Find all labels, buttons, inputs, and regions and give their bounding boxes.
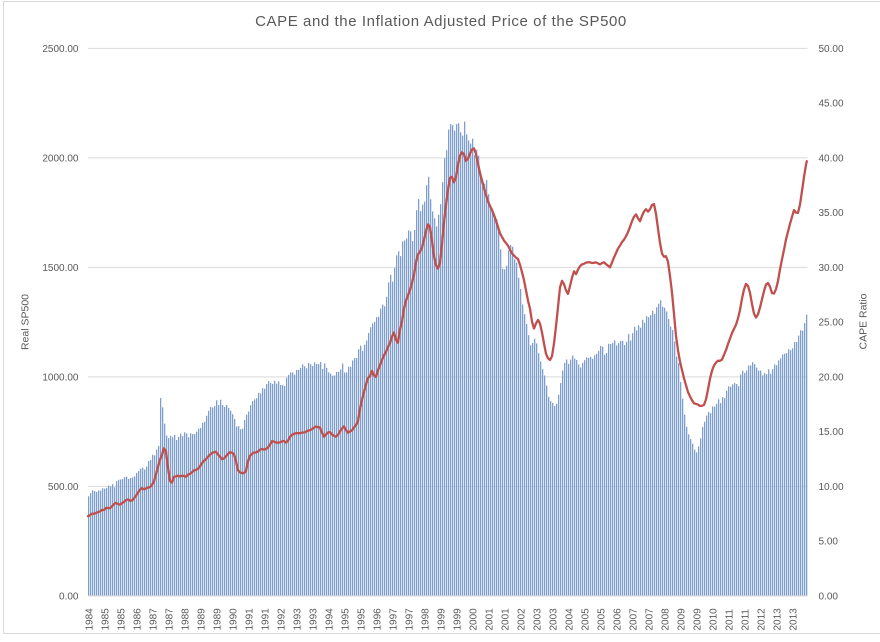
svg-text:45.00: 45.00 [819, 99, 844, 110]
svg-text:2500.00: 2500.00 [42, 44, 79, 55]
svg-text:30.00: 30.00 [819, 263, 844, 274]
svg-text:2003: 2003 [533, 608, 544, 631]
svg-text:CAPE and the Inflation Adjuste: CAPE and the Inflation Adjusted Price of… [255, 13, 627, 30]
svg-text:1984: 1984 [85, 608, 96, 631]
svg-text:1000.00: 1000.00 [42, 372, 79, 383]
svg-text:CAPE Ratio: CAPE Ratio [858, 293, 870, 349]
svg-text:1997: 1997 [405, 608, 416, 631]
svg-text:Real SP500: Real SP500 [20, 294, 32, 350]
svg-text:2000.00: 2000.00 [42, 153, 79, 164]
svg-text:25.00: 25.00 [819, 318, 844, 329]
svg-text:1987: 1987 [149, 608, 160, 631]
svg-text:1500.00: 1500.00 [42, 263, 79, 274]
svg-text:1999: 1999 [437, 608, 448, 631]
svg-text:50.00: 50.00 [819, 44, 844, 55]
svg-text:2007: 2007 [629, 608, 640, 631]
svg-text:1987: 1987 [165, 608, 176, 631]
svg-text:1995: 1995 [357, 608, 368, 631]
svg-text:0.00: 0.00 [59, 591, 79, 602]
svg-text:2009: 2009 [677, 608, 688, 631]
svg-text:2005: 2005 [597, 608, 608, 631]
svg-text:1991: 1991 [261, 608, 272, 631]
svg-text:1986: 1986 [133, 608, 144, 631]
svg-text:500.00: 500.00 [48, 482, 79, 493]
svg-text:1985: 1985 [101, 608, 112, 631]
svg-text:1993: 1993 [309, 608, 320, 631]
svg-text:40.00: 40.00 [819, 153, 844, 164]
svg-text:1996: 1996 [373, 608, 384, 631]
svg-text:2013: 2013 [789, 608, 800, 631]
svg-text:2007: 2007 [645, 608, 656, 631]
svg-text:2010: 2010 [709, 608, 720, 631]
svg-text:1999: 1999 [453, 608, 464, 631]
svg-text:2005: 2005 [581, 608, 592, 631]
svg-text:1991: 1991 [245, 608, 256, 631]
svg-text:2013: 2013 [773, 608, 784, 631]
svg-text:2001: 2001 [501, 608, 512, 631]
svg-text:2002: 2002 [517, 608, 528, 631]
svg-text:1985: 1985 [117, 608, 128, 631]
svg-text:1994: 1994 [325, 608, 336, 631]
svg-text:1989: 1989 [197, 608, 208, 631]
svg-text:2012: 2012 [757, 608, 768, 631]
svg-text:1988: 1988 [181, 608, 192, 631]
svg-text:2000: 2000 [469, 608, 480, 631]
svg-text:1998: 1998 [421, 608, 432, 631]
svg-text:2004: 2004 [565, 608, 576, 631]
svg-text:1997: 1997 [389, 608, 400, 631]
svg-text:2011: 2011 [725, 609, 736, 631]
svg-text:2008: 2008 [661, 608, 672, 631]
svg-text:20.00: 20.00 [819, 372, 844, 383]
svg-text:2009: 2009 [693, 608, 704, 631]
svg-text:5.00: 5.00 [819, 537, 839, 548]
svg-text:2011: 2011 [741, 609, 752, 631]
svg-text:1990: 1990 [229, 608, 240, 631]
svg-text:1992: 1992 [277, 608, 288, 631]
svg-text:35.00: 35.00 [819, 208, 844, 219]
svg-text:2006: 2006 [613, 608, 624, 631]
svg-text:1993: 1993 [293, 608, 304, 631]
svg-text:1989: 1989 [213, 608, 224, 631]
svg-text:15.00: 15.00 [819, 427, 844, 438]
svg-text:2001: 2001 [485, 608, 496, 631]
svg-text:2003: 2003 [549, 608, 560, 631]
svg-text:10.00: 10.00 [819, 482, 844, 493]
svg-text:0.00: 0.00 [819, 591, 839, 602]
svg-text:1995: 1995 [341, 608, 352, 631]
